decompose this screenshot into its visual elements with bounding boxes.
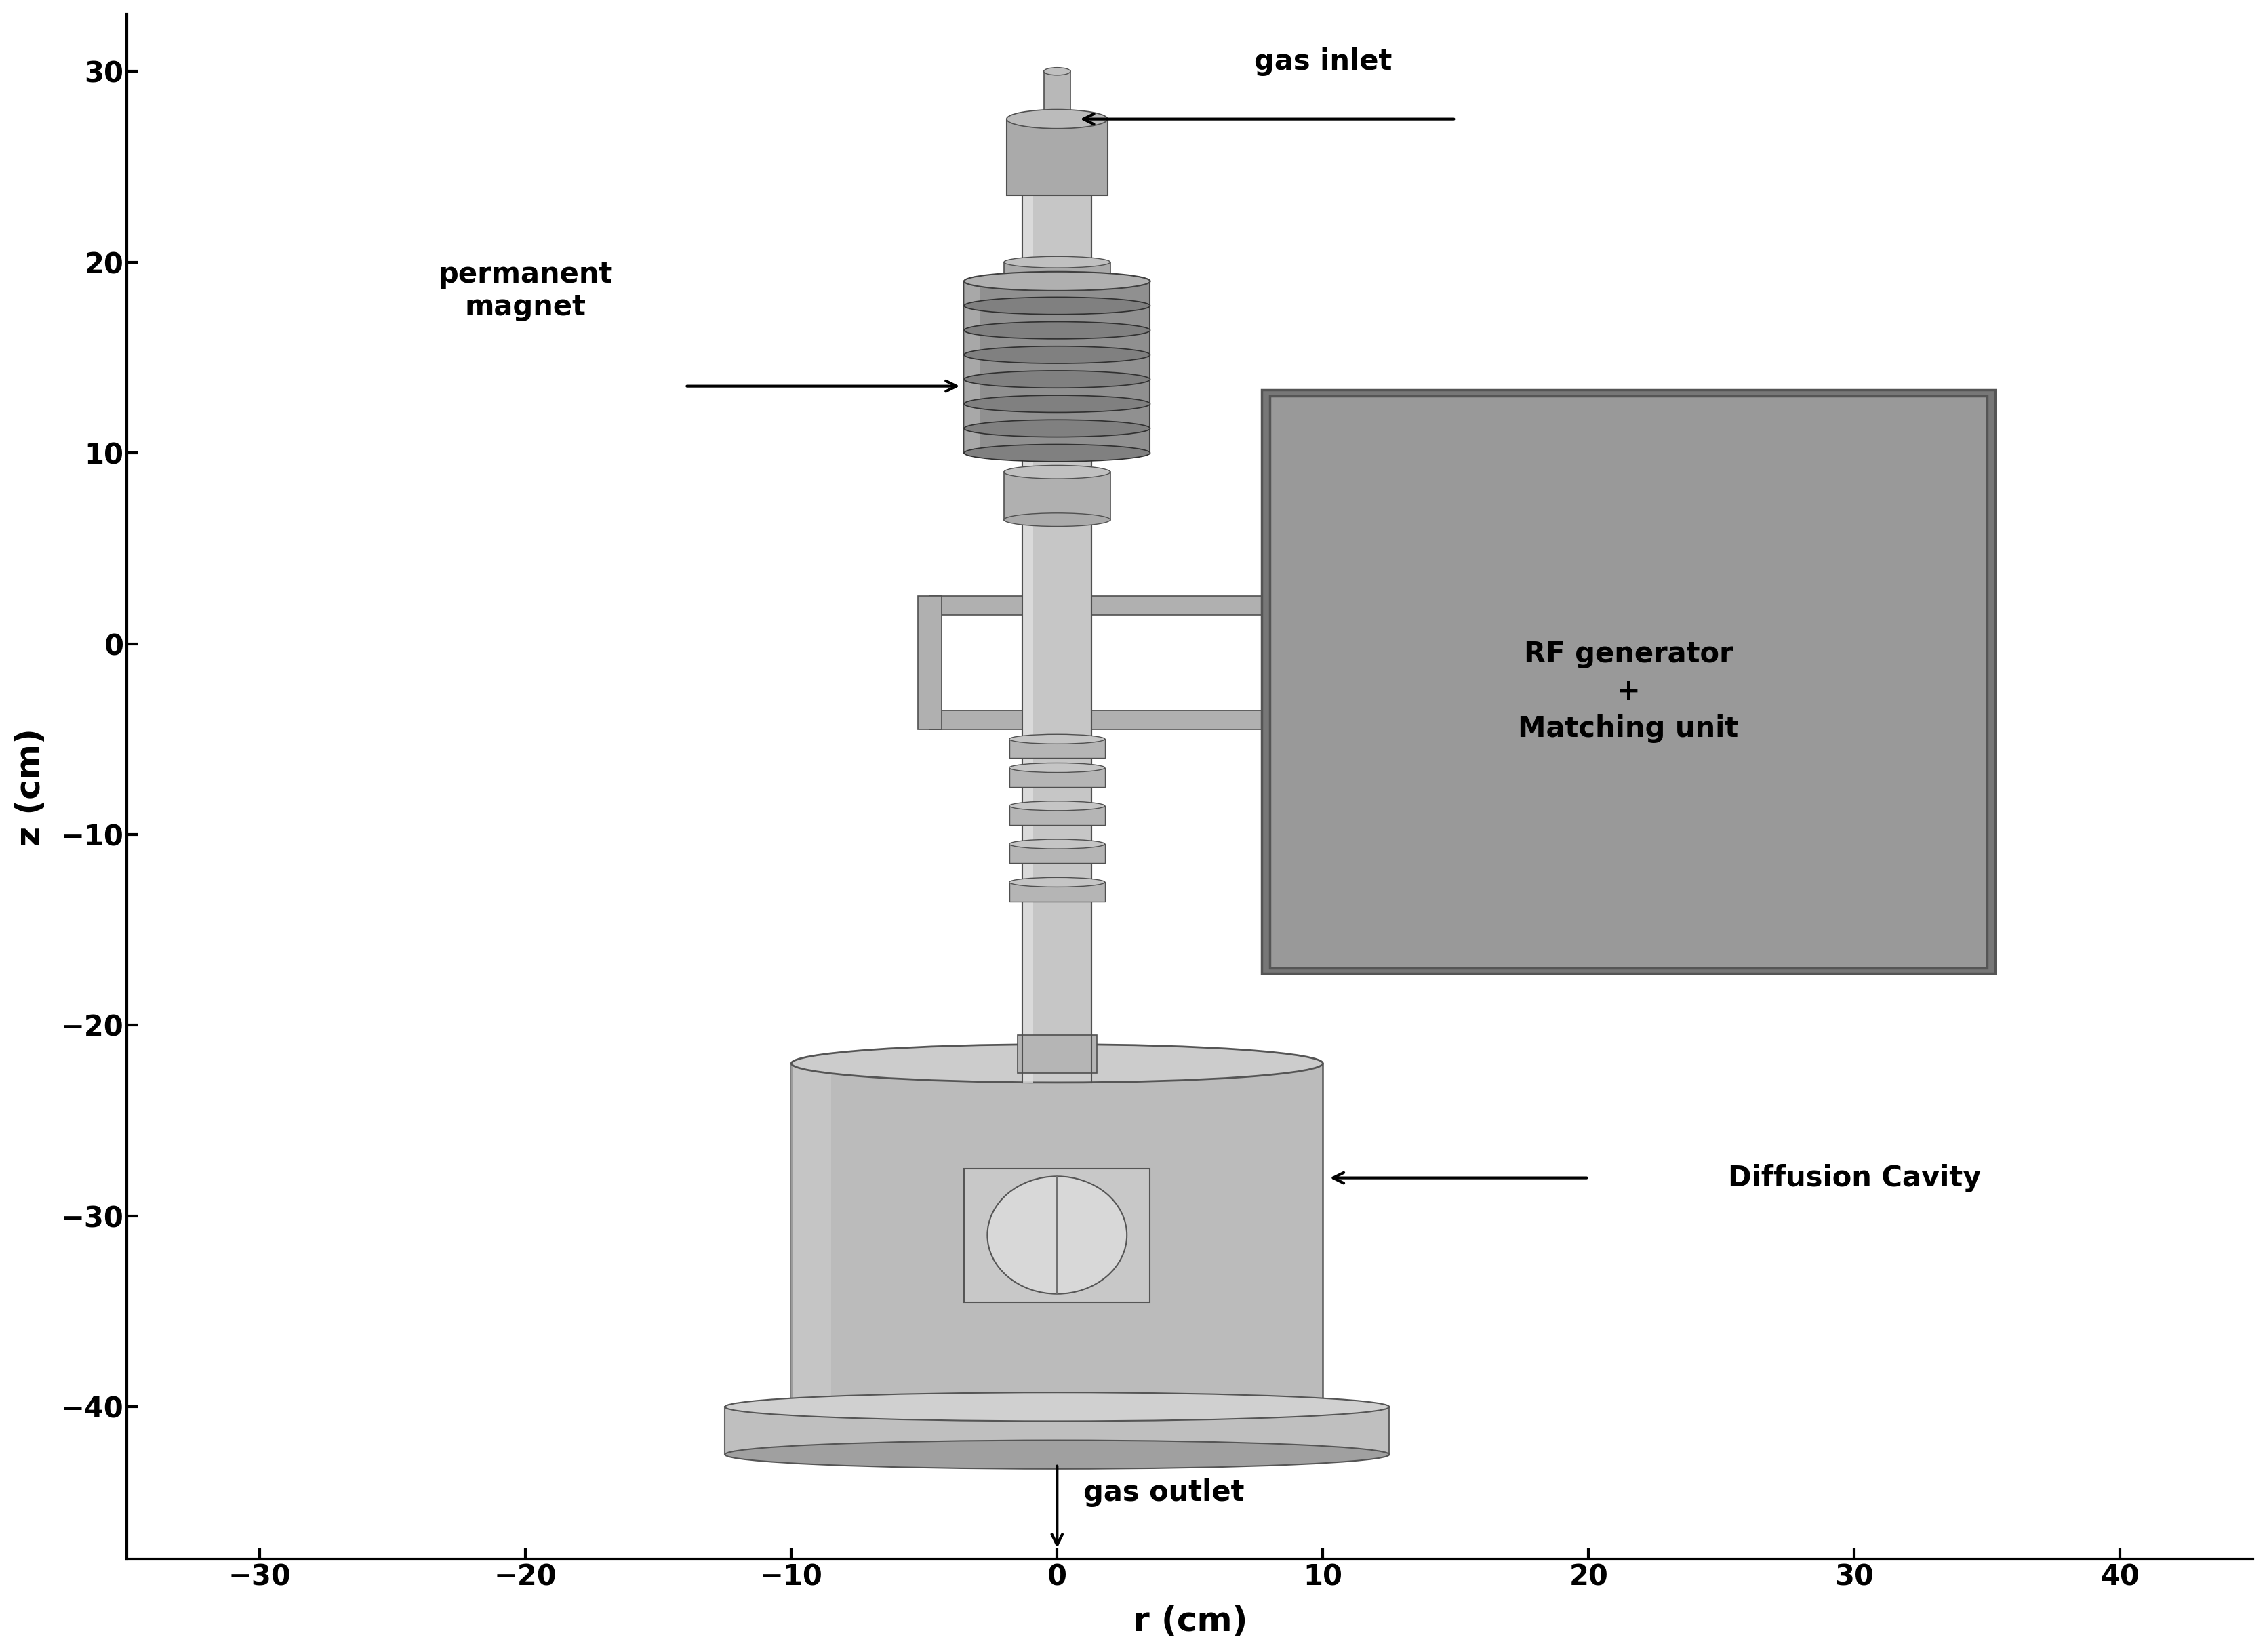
Ellipse shape [963, 420, 1149, 438]
Bar [929, 596, 1022, 615]
Ellipse shape [1043, 68, 1070, 76]
Ellipse shape [963, 297, 1149, 314]
Ellipse shape [725, 1393, 1390, 1421]
Bar [963, 281, 979, 453]
Ellipse shape [963, 370, 1149, 388]
Ellipse shape [725, 1441, 1390, 1469]
Bar [791, 1064, 1324, 1408]
Bar [1022, 129, 1093, 1082]
Ellipse shape [1009, 801, 1104, 811]
Bar [1009, 806, 1104, 824]
Bar [1093, 710, 1265, 730]
Bar [1263, 390, 1995, 973]
Ellipse shape [963, 273, 1149, 289]
Text: gas inlet: gas inlet [1254, 48, 1392, 76]
Ellipse shape [1009, 735, 1104, 743]
Ellipse shape [963, 322, 1149, 339]
Bar [1009, 844, 1104, 862]
Ellipse shape [1004, 514, 1111, 527]
Bar [725, 1408, 1390, 1454]
Bar [1009, 738, 1104, 758]
Bar [929, 710, 1022, 730]
Bar [1043, 71, 1070, 119]
Ellipse shape [1004, 256, 1111, 268]
Ellipse shape [963, 347, 1149, 363]
Bar [1004, 472, 1111, 520]
Ellipse shape [963, 444, 1149, 461]
Ellipse shape [791, 1044, 1324, 1082]
Bar [1093, 596, 1265, 615]
Ellipse shape [963, 395, 1149, 413]
Ellipse shape [963, 271, 1149, 291]
X-axis label: r (cm): r (cm) [1134, 1606, 1247, 1637]
Ellipse shape [988, 1176, 1127, 1294]
Bar [791, 1064, 832, 1408]
Bar [1270, 396, 1988, 968]
Bar [1004, 263, 1111, 281]
Ellipse shape [1009, 839, 1104, 849]
Ellipse shape [1009, 763, 1104, 773]
Bar [1009, 882, 1104, 902]
Bar [963, 1168, 1149, 1302]
Text: gas outlet: gas outlet [1084, 1479, 1245, 1507]
Bar [963, 281, 1149, 453]
Bar [1022, 129, 1034, 1082]
Bar [1007, 119, 1109, 195]
Bar [1009, 768, 1104, 786]
Ellipse shape [1007, 109, 1109, 129]
Text: RF generator
+
Matching unit: RF generator + Matching unit [1519, 639, 1739, 743]
Text: permanent
magnet: permanent magnet [438, 259, 612, 322]
Y-axis label: z (cm): z (cm) [14, 729, 48, 846]
Ellipse shape [1004, 466, 1111, 479]
Bar [918, 596, 941, 730]
Text: Diffusion Cavity: Diffusion Cavity [1727, 1163, 1981, 1193]
Bar [1018, 1034, 1097, 1072]
Ellipse shape [1009, 877, 1104, 887]
